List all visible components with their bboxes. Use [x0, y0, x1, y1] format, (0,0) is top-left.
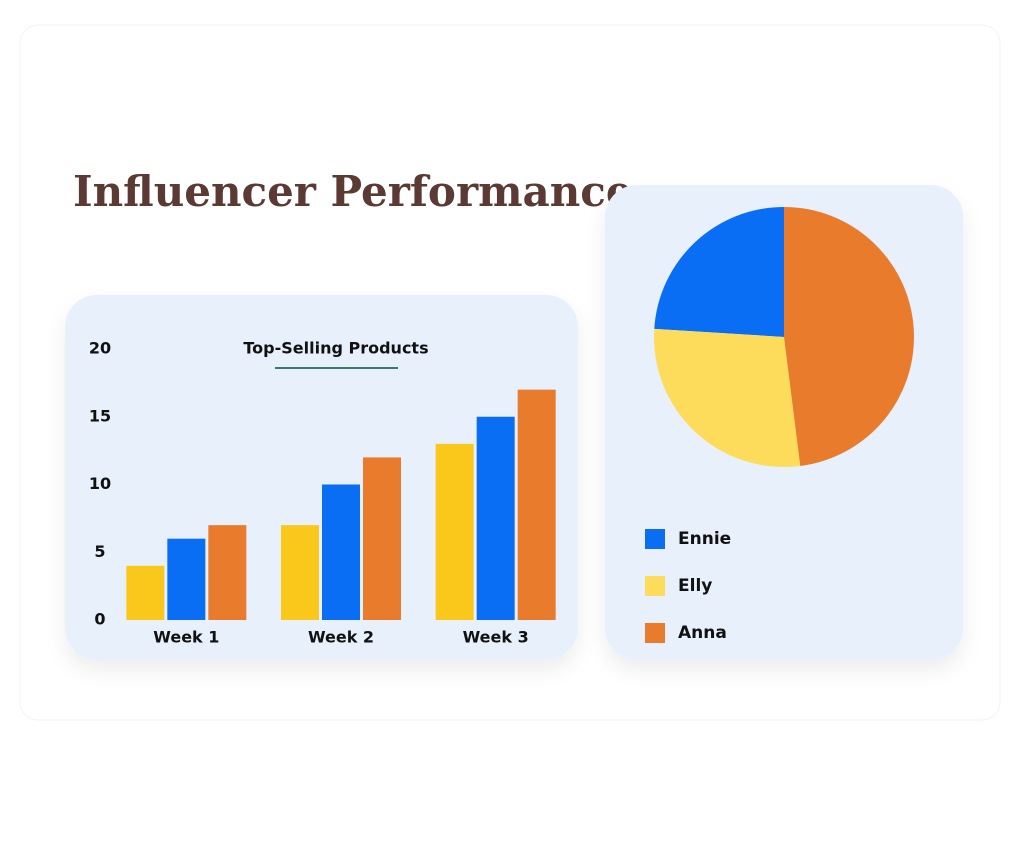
legend-swatch	[645, 529, 665, 549]
bar	[208, 525, 247, 620]
x-tick-label: Week 1	[153, 628, 219, 647]
pie-slice	[654, 207, 784, 337]
bar	[167, 538, 206, 620]
bar	[363, 457, 401, 620]
legend-label: Anna	[678, 623, 727, 643]
page-title: Influencer Performance	[73, 167, 633, 216]
y-tick-label: 5	[94, 542, 105, 561]
bar	[517, 389, 556, 620]
x-tick-label: Week 2	[308, 628, 374, 647]
legend-label: Ennie	[678, 529, 731, 549]
y-tick-label: 10	[89, 474, 111, 493]
bar	[281, 525, 319, 620]
legend-swatch	[645, 623, 665, 643]
x-tick-label: Week 3	[463, 628, 529, 647]
y-tick-label: 20	[89, 339, 111, 358]
legend-swatch	[645, 576, 665, 596]
pie-chart: Ennie Elly Anna	[645, 207, 915, 643]
bar-chart: 0 5 10 15 20 Week 1 Week 2 Week 3	[89, 339, 556, 647]
bar	[435, 443, 474, 620]
bar	[322, 484, 360, 620]
pie-slice	[784, 207, 915, 466]
legend-label: Elly	[678, 576, 712, 596]
bar	[126, 565, 165, 620]
y-tick-label: 0	[94, 610, 105, 629]
y-tick-label: 15	[89, 406, 111, 425]
pie-slice	[653, 328, 801, 467]
bar	[476, 416, 515, 620]
chart-title: Top-Selling Products	[243, 339, 428, 358]
